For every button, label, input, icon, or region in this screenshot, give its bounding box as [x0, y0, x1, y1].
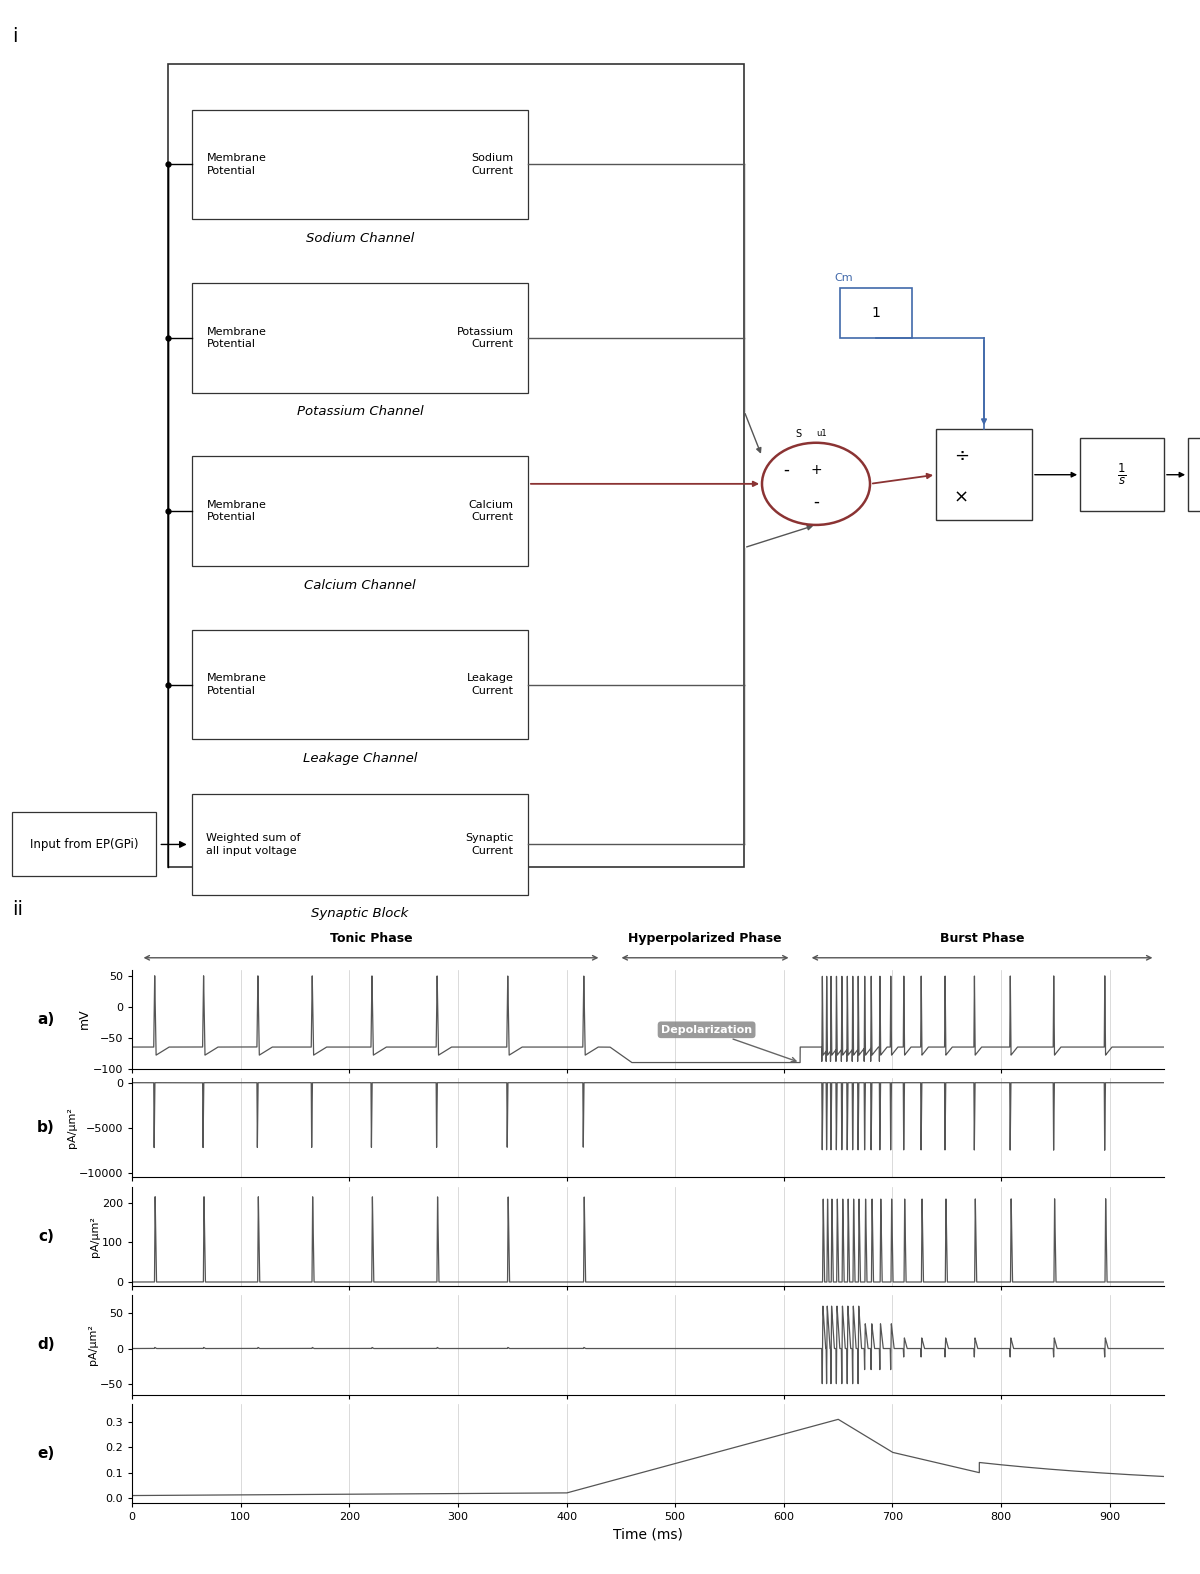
Text: Hyperpolarized Phase: Hyperpolarized Phase — [629, 932, 782, 946]
Text: Membrane
Potential: Membrane Potential — [206, 674, 266, 696]
FancyBboxPatch shape — [936, 430, 1032, 521]
Circle shape — [762, 442, 870, 526]
Text: Calcium Channel: Calcium Channel — [304, 579, 416, 592]
Text: Membrane
Potential: Membrane Potential — [206, 501, 266, 523]
Text: ×: × — [954, 488, 970, 507]
Text: Sodium
Current: Sodium Current — [472, 153, 514, 176]
Text: u1: u1 — [817, 430, 827, 438]
Text: Membrane
Potential: Membrane Potential — [206, 153, 266, 176]
FancyBboxPatch shape — [840, 288, 912, 338]
FancyBboxPatch shape — [168, 65, 744, 867]
Text: S: S — [794, 428, 802, 439]
Text: Leakage Channel: Leakage Channel — [302, 752, 418, 765]
Text: 1: 1 — [871, 305, 881, 320]
Text: Tonic Phase: Tonic Phase — [330, 932, 413, 946]
Text: ii: ii — [12, 900, 23, 919]
Y-axis label: pA/μm²: pA/μm² — [89, 1325, 98, 1365]
Y-axis label: pA/μm²: pA/μm² — [67, 1108, 77, 1147]
Text: Depolarization: Depolarization — [661, 1025, 796, 1062]
Text: Burst Phase: Burst Phase — [940, 932, 1025, 946]
Text: Potassium Channel: Potassium Channel — [296, 406, 424, 419]
Text: Calcium
Current: Calcium Current — [468, 501, 514, 523]
Text: Potassium
Current: Potassium Current — [456, 326, 514, 349]
FancyBboxPatch shape — [12, 812, 156, 877]
Text: Leakage
Current: Leakage Current — [467, 674, 514, 696]
Text: a): a) — [37, 1012, 55, 1026]
Text: $\frac{1}{s}$: $\frac{1}{s}$ — [1117, 463, 1127, 488]
Text: Weighted sum of
all input voltage: Weighted sum of all input voltage — [206, 833, 301, 856]
FancyBboxPatch shape — [192, 456, 528, 567]
Text: -: - — [814, 493, 818, 512]
FancyBboxPatch shape — [1080, 438, 1164, 512]
Text: Input from EP(GPi): Input from EP(GPi) — [30, 837, 138, 852]
Text: ÷: ÷ — [954, 447, 970, 466]
Y-axis label: mV: mV — [78, 1009, 91, 1029]
FancyBboxPatch shape — [192, 283, 528, 392]
Text: Sodium Channel: Sodium Channel — [306, 231, 414, 246]
Text: Cm: Cm — [834, 274, 853, 283]
Text: Membrane
Potential: Membrane Potential — [206, 326, 266, 349]
Text: i: i — [12, 27, 18, 46]
Y-axis label: pA/μm²: pA/μm² — [90, 1217, 101, 1256]
Text: c): c) — [38, 1229, 55, 1243]
Text: -: - — [784, 461, 788, 478]
X-axis label: Time (ms): Time (ms) — [613, 1528, 683, 1543]
Text: +: + — [810, 463, 822, 477]
Text: Synaptic Block: Synaptic Block — [311, 908, 409, 921]
Text: b): b) — [37, 1121, 55, 1135]
FancyBboxPatch shape — [192, 110, 528, 219]
FancyBboxPatch shape — [1188, 438, 1200, 512]
Text: d): d) — [37, 1338, 55, 1352]
Text: Synaptic
Current: Synaptic Current — [466, 833, 514, 856]
Text: e): e) — [37, 1447, 55, 1461]
FancyBboxPatch shape — [192, 630, 528, 740]
FancyBboxPatch shape — [192, 795, 528, 894]
